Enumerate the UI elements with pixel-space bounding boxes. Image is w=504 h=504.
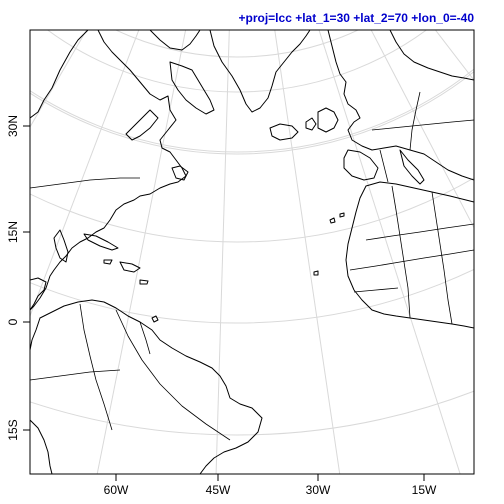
coast-labrador	[125, 109, 159, 141]
x-tick-label-15w: 15W	[412, 483, 437, 497]
parallel-60n	[114, 30, 360, 58]
projection-title: +proj=lcc +lat_1=30 +lat_2=70 +lon_0=-40	[239, 11, 475, 25]
coast-newfoundland	[171, 165, 189, 181]
coastlines	[30, 30, 474, 474]
coast-greenland	[209, 30, 311, 113]
meridian-0	[370, 30, 474, 229]
coast-cuba	[83, 233, 119, 251]
coast-arctic-islands	[149, 30, 215, 115]
coast-south-america-west	[30, 419, 53, 474]
border-africa-4	[349, 249, 474, 271]
meridian-90w	[30, 30, 88, 128]
coast-north-america	[30, 30, 187, 311]
border-south-america-1	[79, 303, 113, 431]
coast-iberia	[343, 149, 379, 181]
meridian-75w	[30, 30, 140, 318]
meridian-30w	[274, 30, 341, 474]
parallel-30n	[30, 70, 474, 155]
border-europe-3	[371, 119, 474, 131]
coast-europe	[327, 30, 474, 181]
x-tick-label-60w: 60W	[104, 483, 129, 497]
border-africa-2	[391, 185, 411, 319]
coast-puerto-rico	[139, 279, 149, 285]
coast-cape-verde	[313, 270, 319, 276]
border-africa-3	[431, 191, 453, 325]
y-tick-label-30n: 30N	[6, 115, 20, 137]
coast-scandinavia	[389, 30, 474, 81]
coast-central-america	[30, 277, 47, 311]
coast-canary-islands	[329, 212, 345, 224]
y-tick-label-15s: 15S	[6, 419, 20, 440]
border-us-canada	[30, 177, 140, 189]
map-frame	[29, 29, 475, 475]
country-borders	[30, 91, 474, 441]
parallel-0	[30, 268, 474, 324]
coast-south-america	[30, 299, 263, 474]
border-south-america-2	[115, 309, 231, 441]
border-south-america-3	[30, 369, 121, 381]
coast-italy	[399, 149, 425, 185]
x-tick-label-45w: 45W	[206, 483, 231, 497]
meridian-45w	[215, 30, 230, 474]
parallel-15n	[30, 177, 474, 243]
border-africa-1	[365, 223, 474, 241]
parallel-45n	[30, 68, 474, 153]
y-tick-label-0: 0	[6, 318, 20, 325]
border-europe-2	[409, 91, 421, 151]
parallel-extra-1	[47, 30, 427, 93]
meridian-15w	[318, 30, 461, 474]
coast-hispaniola	[119, 261, 141, 273]
y-tick-label-15n: 15N	[6, 221, 20, 243]
coast-jamaica	[103, 259, 113, 265]
border-europe-1	[379, 149, 389, 183]
coast-british-isles	[305, 107, 339, 133]
coast-africa	[345, 181, 474, 329]
x-axis: 60W 45W 30W 15W	[104, 474, 437, 497]
border-africa-5	[353, 287, 399, 293]
coast-iceland	[269, 123, 299, 141]
x-tick-label-30w: 30W	[306, 483, 331, 497]
meridian-60w	[96, 30, 187, 474]
coast-trinidad	[151, 315, 159, 323]
y-axis: 30N 15N 0 15S	[6, 115, 30, 441]
border-south-america-4	[139, 321, 151, 355]
parallel-15s	[30, 390, 474, 436]
coast-florida	[53, 229, 69, 263]
